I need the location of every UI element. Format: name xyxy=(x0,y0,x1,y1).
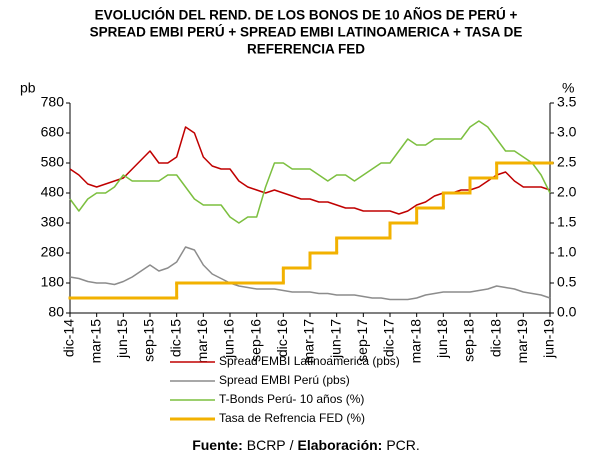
y-tick-label: 280 xyxy=(41,244,65,260)
y-tick-label: 780 xyxy=(41,94,65,110)
source-part: Elaboración: xyxy=(298,437,383,453)
x-tick-label: dic-15 xyxy=(167,319,183,357)
y2-tick-label: 3.5 xyxy=(557,94,577,110)
y2-tick-label: 3.0 xyxy=(557,124,577,140)
x-tick-label: jun-19 xyxy=(541,319,557,359)
legend-label: Spread EMBI Latinoamerica (pbs) xyxy=(219,354,400,368)
y-tick-label: 680 xyxy=(41,124,65,140)
x-tick-label: jun-16 xyxy=(221,319,237,359)
x-tick-label: jun-15 xyxy=(114,319,130,359)
y2-tick-label: 2.5 xyxy=(557,154,577,170)
x-tick-label: sep-17 xyxy=(354,319,370,362)
y2-axis-label: % xyxy=(562,80,574,96)
y2-tick-label: 1.0 xyxy=(557,244,577,260)
x-tick-label: mar-19 xyxy=(514,319,530,364)
source-part: BCRP xyxy=(247,437,286,453)
x-tick-label: dic-17 xyxy=(381,319,397,357)
series-line xyxy=(69,120,551,224)
x-tick-label: mar-15 xyxy=(87,319,103,364)
source: Fuente: BCRP / Elaboración: PCR. xyxy=(192,437,420,453)
x-tick-label: mar-18 xyxy=(407,319,423,364)
x-tick-label: sep-15 xyxy=(141,319,157,362)
legend-label: T-Bonds Perú- 10 años (%) xyxy=(219,392,364,406)
source-part: PCR. xyxy=(386,437,419,453)
chart-title: EVOLUCIÓN DEL REND. DE LOS BONOS DE 10 A… xyxy=(95,8,518,23)
y2-tick-label: 1.5 xyxy=(557,214,577,230)
y-axis-label: pb xyxy=(20,80,36,96)
source-part: Fuente: xyxy=(192,437,243,453)
y-tick-label: 380 xyxy=(41,214,65,230)
x-tick-label: jun-17 xyxy=(327,319,343,359)
x-tick-label: sep-16 xyxy=(247,319,263,362)
chart-title: SPREAD EMBI PERÚ + SPREAD EMBI LATINOAME… xyxy=(90,25,523,40)
y-tick-label: 580 xyxy=(41,154,65,170)
series-line xyxy=(69,126,551,215)
series-line xyxy=(69,246,551,301)
x-tick-label: dic-18 xyxy=(487,319,503,357)
x-tick-label: mar-16 xyxy=(194,319,210,364)
source-part: / xyxy=(290,437,294,453)
legend-label: Spread EMBI Perú (pbs) xyxy=(219,373,350,387)
y-tick-label: 180 xyxy=(41,274,65,290)
y2-tick-label: 0.0 xyxy=(557,304,577,320)
legend-label: Tasa de Refrencia FED (%) xyxy=(219,411,365,425)
y2-tick-label: 2.0 xyxy=(557,184,577,200)
y-tick-label: 480 xyxy=(41,184,65,200)
y2-tick-label: 0.5 xyxy=(557,274,577,290)
x-tick-label: jun-18 xyxy=(434,319,450,359)
step-line xyxy=(68,161,554,300)
y-tick-label: 80 xyxy=(48,304,64,320)
x-tick-label: dic-14 xyxy=(61,319,77,357)
x-tick-label: dic-16 xyxy=(274,319,290,357)
x-tick-label: sep-18 xyxy=(461,319,477,362)
x-tick-label: mar-17 xyxy=(301,319,317,364)
chart-title: REFERENCIA FED xyxy=(247,42,365,57)
